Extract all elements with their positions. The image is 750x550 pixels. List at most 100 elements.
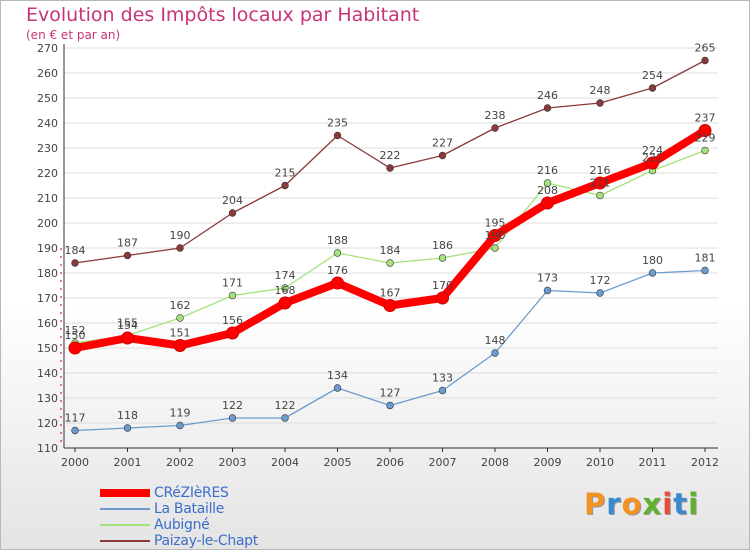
data-point-cr-zi-res [121, 331, 134, 345]
data-point-la-bataille [281, 414, 289, 422]
data-point-paizay-le-chapt [333, 131, 342, 140]
y-tick-label: 110 [37, 442, 58, 455]
y-tick-label: 210 [37, 192, 58, 205]
data-point-cr-zi-res [488, 229, 502, 242]
legend-label: Aubigné [154, 517, 210, 533]
data-label-paizay-le-chapt: 248 [590, 84, 611, 97]
data-point-la-bataille [491, 349, 499, 357]
data-point-paizay-le-chapt [491, 124, 499, 132]
data-label-aubign-: 184 [380, 244, 401, 257]
data-point-la-bataille [333, 384, 342, 392]
data-label-aubign-: 152 [65, 324, 86, 337]
data-label-paizay-le-chapt: 204 [222, 194, 243, 207]
data-point-aubign- [438, 254, 447, 262]
data-label-paizay-le-chapt: 235 [327, 117, 348, 130]
data-point-la-bataille [386, 401, 394, 410]
data-point-cr-zi-res [331, 276, 344, 290]
data-label-la-bataille: 119 [170, 407, 191, 420]
logo-letter: r [606, 487, 622, 521]
data-label-aubign-: 188 [327, 234, 348, 247]
legend-item: La Bataille [100, 501, 258, 517]
x-tick-label: 2011 [639, 456, 667, 469]
data-label-cr-zi-res: 237 [695, 112, 716, 125]
data-point-cr-zi-res [68, 341, 82, 355]
data-label-la-bataille: 127 [380, 387, 401, 400]
legend-swatch [100, 524, 150, 526]
data-point-paizay-le-chapt [123, 251, 132, 260]
data-label-paizay-le-chapt: 215 [275, 167, 296, 180]
chart-subtitle: (en € et par an) [26, 28, 121, 42]
data-point-la-bataille [123, 424, 132, 432]
data-point-paizay-le-chapt [281, 181, 289, 190]
data-label-la-bataille: 133 [432, 372, 453, 385]
data-point-aubign- [333, 249, 342, 257]
data-point-cr-zi-res [173, 339, 187, 352]
data-label-aubign-: 216 [537, 164, 558, 177]
data-label-la-bataille: 122 [275, 399, 296, 412]
y-tick-label: 230 [37, 142, 58, 155]
data-label-la-bataille: 180 [642, 254, 663, 267]
x-tick-label: 2007 [429, 456, 457, 469]
data-label-aubign-: 211 [590, 177, 611, 190]
legend-item: Paizay-le-Chapt [100, 533, 258, 549]
logo-letter: P [584, 487, 607, 521]
x-tick-label: 2004 [271, 456, 299, 469]
data-label-cr-zi-res: 216 [590, 164, 611, 177]
x-tick-label: 2005 [324, 456, 352, 469]
data-point-paizay-le-chapt [176, 244, 184, 252]
data-point-cr-zi-res [436, 291, 449, 305]
x-tick-label: 2009 [534, 456, 562, 469]
data-label-aubign-: 186 [432, 239, 453, 252]
data-point-paizay-le-chapt [71, 259, 79, 267]
legend-swatch [100, 508, 150, 510]
data-point-la-bataille [648, 269, 657, 277]
data-point-aubign- [596, 191, 604, 200]
data-point-cr-zi-res [278, 296, 292, 310]
data-point-paizay-le-chapt [543, 104, 552, 112]
logo-letter: i [662, 487, 674, 521]
data-label-paizay-le-chapt: 227 [432, 137, 453, 150]
logo-letter: t [673, 487, 689, 521]
legend-item: Aubigné [100, 517, 258, 533]
data-point-paizay-le-chapt [701, 56, 709, 65]
data-label-cr-zi-res: 208 [537, 184, 558, 197]
y-tick-label: 260 [37, 67, 58, 80]
x-tick-label: 2008 [481, 456, 509, 469]
x-tick-label: 2006 [376, 456, 404, 469]
y-tick-label: 250 [37, 92, 58, 105]
y-tick-label: 220 [37, 167, 58, 180]
data-point-aubign- [176, 314, 184, 322]
data-point-la-bataille [71, 426, 79, 435]
legend-swatch [100, 540, 150, 542]
y-tick-label: 270 [37, 42, 58, 55]
chart-title: Evolution des Impôts locaux par Habitant [26, 4, 420, 26]
data-label-cr-zi-res: 156 [222, 314, 243, 327]
data-point-la-bataille [596, 289, 604, 297]
x-tick-label: 2010 [586, 456, 614, 469]
y-tick-label: 160 [37, 317, 58, 330]
data-label-la-bataille: 118 [117, 409, 138, 422]
data-point-la-bataille [701, 266, 709, 275]
data-label-cr-zi-res: 168 [275, 284, 296, 297]
data-point-aubign- [281, 284, 289, 292]
y-tick-label: 200 [37, 217, 58, 230]
data-label-cr-zi-res: 176 [327, 264, 348, 277]
data-point-paizay-le-chapt [596, 99, 604, 107]
data-label-aubign-: 229 [695, 132, 716, 145]
data-label-paizay-le-chapt: 238 [485, 109, 506, 122]
data-label-paizay-le-chapt: 184 [65, 244, 86, 257]
data-point-la-bataille [176, 421, 184, 430]
data-label-paizay-le-chapt: 254 [642, 69, 663, 82]
legend-label: Paizay-le-Chapt [154, 533, 258, 549]
data-label-cr-zi-res: 224 [642, 144, 663, 157]
data-point-aubign- [491, 244, 499, 252]
data-point-cr-zi-res [541, 196, 554, 210]
data-label-cr-zi-res: 154 [117, 319, 138, 332]
legend: CRéZIèRES La Bataille Aubigné Paizay-le-Cha… [100, 485, 258, 549]
data-label-la-bataille: 172 [590, 274, 611, 287]
data-label-la-bataille: 122 [222, 399, 243, 412]
legend-label: La Bataille [154, 501, 225, 517]
data-label-paizay-le-chapt: 187 [117, 237, 138, 250]
data-point-aubign- [543, 179, 552, 187]
